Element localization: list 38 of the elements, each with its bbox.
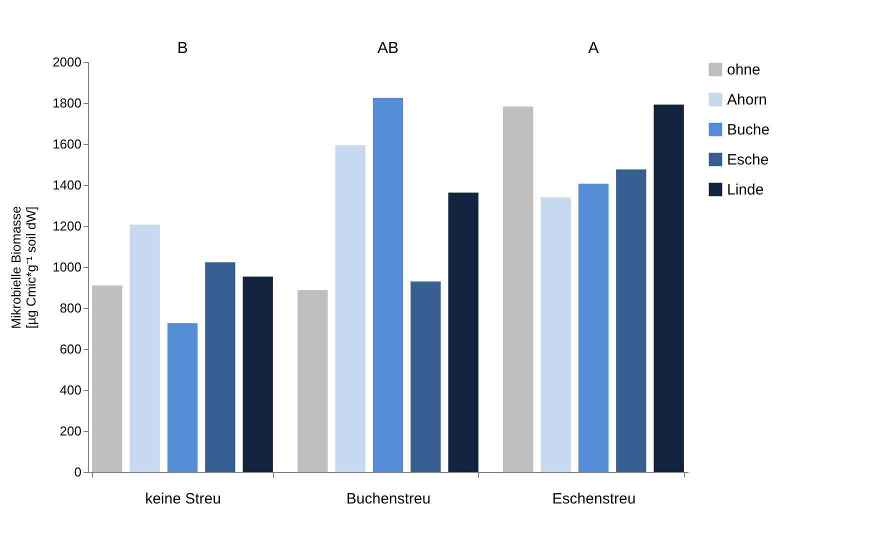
bar (242, 276, 273, 472)
bar (372, 98, 404, 472)
bar (448, 192, 478, 472)
y-tick-label: 1200 (52, 218, 82, 234)
legend-label: Linde (727, 182, 764, 198)
text: B (177, 40, 188, 57)
bar (130, 224, 160, 472)
y-tick-label: 1400 (52, 178, 82, 192)
bar (205, 262, 236, 472)
bar (654, 104, 684, 472)
y-tick-label: 2000 (52, 54, 82, 70)
bar (298, 290, 328, 472)
bar (335, 145, 366, 472)
y-axis-title: Mikrobielle Biomasse [µg Cmic*g⁻¹ soil dW] (8, 206, 39, 329)
legend-label: ohne (727, 62, 760, 78)
legend-label: Buche (727, 122, 770, 138)
text: AB (377, 40, 399, 57)
y-tick-label: 1600 (52, 136, 82, 152)
legend-label: Esche (727, 152, 769, 168)
x-tick-label: Eschenstreu (552, 490, 636, 508)
y-tick-label: 200 (60, 424, 82, 438)
bar (410, 282, 441, 472)
bar (92, 285, 122, 472)
bar (167, 323, 198, 472)
y-tick-label: 0 (74, 464, 82, 480)
y-tick-label: 1000 (52, 260, 82, 274)
bar (616, 169, 646, 472)
x-tick-label: Buchenstreu (346, 490, 431, 508)
y-tick-label: 400 (60, 382, 82, 398)
legend-label: Ahorn (727, 92, 768, 108)
bar (503, 106, 534, 472)
y-tick-label: 600 (60, 342, 82, 356)
bar (578, 184, 609, 472)
bar (540, 197, 571, 472)
y-tick-label: 800 (60, 300, 82, 316)
x-tick-label: keine Streu (145, 490, 221, 508)
text: A (588, 40, 600, 57)
y-tick-label: 1800 (52, 96, 82, 110)
